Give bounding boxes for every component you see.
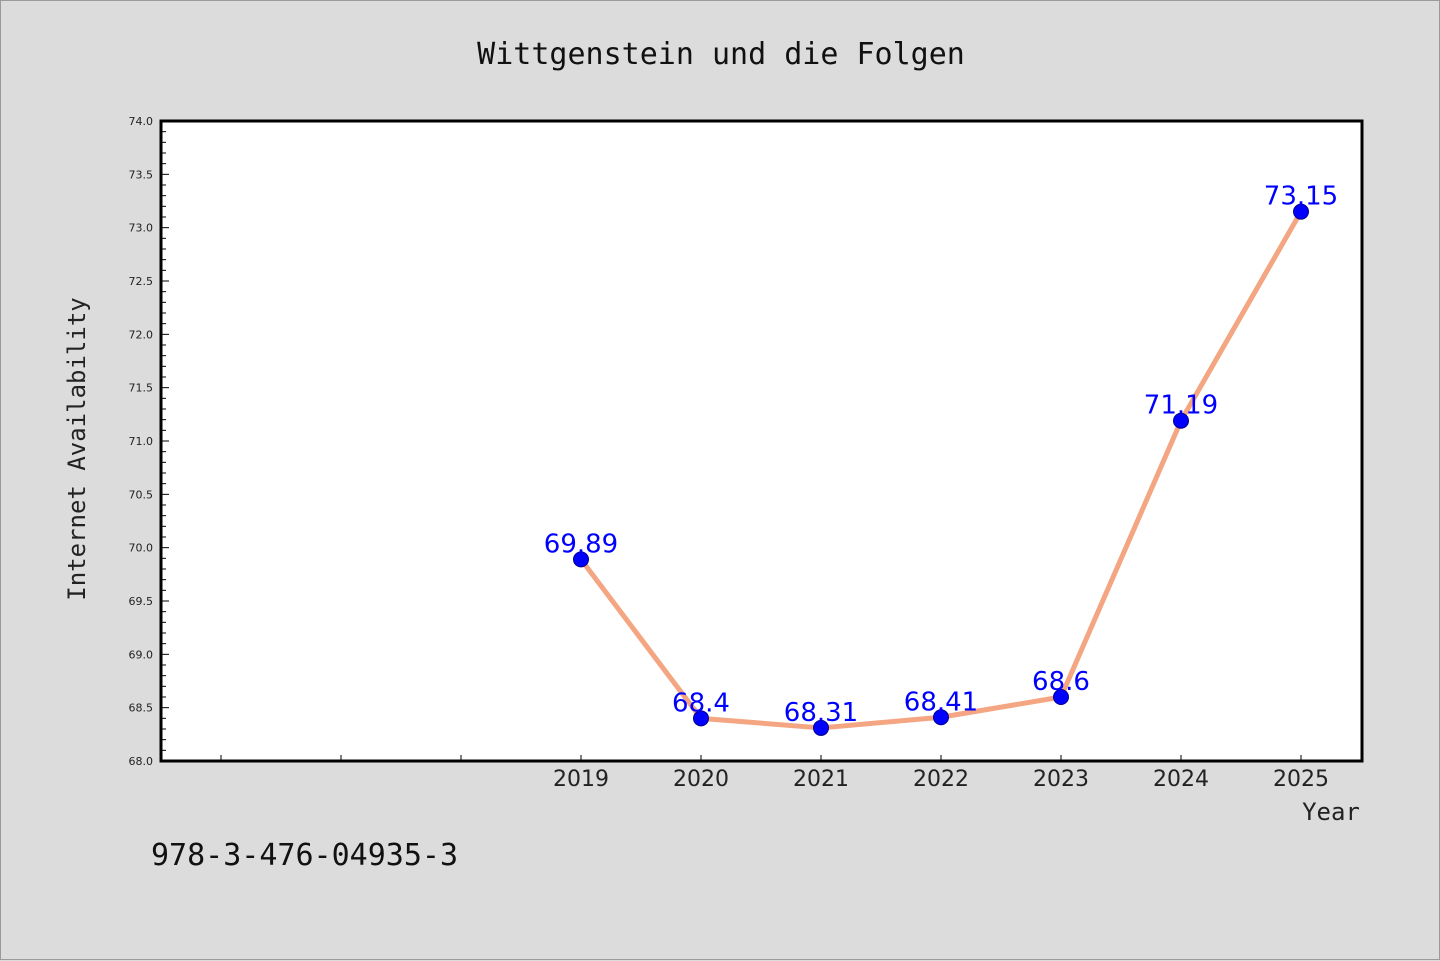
data-label: 68.6: [1032, 667, 1090, 697]
data-point: [1293, 203, 1309, 220]
y-tick-label: 69.0: [129, 648, 154, 661]
data-point: [1173, 412, 1189, 429]
x-tick-label: 2022: [913, 767, 969, 792]
y-tick-label: 70.5: [129, 488, 154, 501]
y-tick-label: 73.0: [129, 222, 154, 235]
data-label: 68.4: [672, 688, 730, 718]
data-point: [1053, 689, 1069, 705]
data-point: [813, 719, 829, 736]
x-tick-label: 2023: [1033, 767, 1089, 792]
x-tick-label: 2019: [553, 767, 609, 792]
data-label: 69.89: [544, 529, 618, 559]
x-tick-label: 2020: [673, 767, 729, 792]
data-labels: 69.89 68.4 68.31 68.41 68.6 71.19 73.15: [544, 182, 1338, 728]
x-axis-label: Year: [1302, 798, 1360, 826]
data-label: 68.41: [904, 687, 978, 717]
y-tick-label: 74.0: [129, 115, 154, 128]
isbn-text: 978-3-476-04935-3: [151, 838, 458, 873]
data-point: [693, 710, 709, 727]
chart-title: Wittgenstein und die Folgen: [477, 37, 965, 72]
y-tick-label: 72.5: [129, 275, 154, 288]
y-tick-label: 71.0: [129, 435, 154, 448]
data-label: 71.19: [1144, 391, 1218, 421]
y-tick-label: 68.5: [129, 702, 154, 715]
y-axis: 68.0 68.5 69.0 69.5 70.0 70.5 71.0 71.5 72.0 72.5…: [129, 115, 169, 768]
data-label: 73.15: [1264, 182, 1338, 212]
y-tick-label: 71.5: [129, 382, 154, 395]
y-axis-label: Internet Availability: [63, 297, 91, 600]
data-points: [573, 203, 1309, 736]
y-tick-label: 70.0: [129, 542, 154, 555]
data-point: [573, 551, 589, 568]
x-tick-label: 2024: [1153, 767, 1209, 792]
y-tick-label: 73.5: [129, 168, 154, 181]
y-tick-label: 69.5: [129, 595, 154, 608]
x-axis: 2019 2020 2021 2022 2023 2024 2025: [220, 755, 1329, 792]
x-tick-label: 2025: [1273, 767, 1329, 792]
data-label: 68.31: [784, 698, 858, 728]
y-tick-label: 72.0: [129, 328, 154, 341]
y-tick-label: 68.0: [129, 755, 154, 768]
data-point: [933, 709, 949, 726]
x-tick-label: 2021: [793, 767, 849, 792]
plot-area: [159, 119, 1364, 763]
